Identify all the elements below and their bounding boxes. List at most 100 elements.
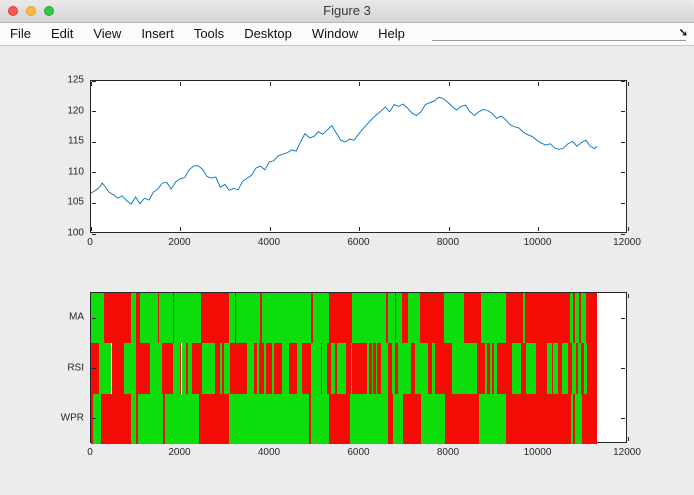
signal-segment-green xyxy=(246,343,255,394)
signal-segment-red xyxy=(386,293,388,344)
signal-segment-red xyxy=(260,293,262,344)
signal-segment-green xyxy=(159,293,173,344)
signal-segment-green xyxy=(480,293,506,344)
signal-segment-red xyxy=(476,343,485,394)
y-tick xyxy=(92,172,96,174)
signal-segment-green xyxy=(351,293,387,344)
signal-segment-red xyxy=(369,343,372,394)
signal-segment-red xyxy=(161,343,174,394)
x-tick-label: 0 xyxy=(87,447,93,458)
signal-row-rsi xyxy=(91,343,626,394)
signal-segment-red xyxy=(258,343,264,394)
signal-segment-red xyxy=(265,343,272,394)
signal-segment-red xyxy=(311,293,313,344)
signal-segment-red xyxy=(111,343,124,394)
close-button[interactable] xyxy=(8,6,18,16)
signal-segment-red xyxy=(463,293,481,344)
signal-segment-red xyxy=(578,293,581,344)
signal-segment-red xyxy=(586,343,598,394)
y-tick xyxy=(621,368,625,369)
signal-segment-red xyxy=(162,393,165,444)
x-tick xyxy=(359,82,360,86)
y-tick-label: 100 xyxy=(67,227,84,239)
x-tick-label: 10000 xyxy=(523,237,552,248)
signal-segment-red xyxy=(435,343,453,394)
signal-segment-red xyxy=(505,293,524,344)
signal-segment-green xyxy=(395,293,402,344)
signal-segment-red xyxy=(486,343,491,394)
signal-segment-green xyxy=(393,393,404,444)
signal-segment-red xyxy=(491,343,495,394)
x-tick xyxy=(538,227,539,231)
x-tick xyxy=(627,437,629,441)
x-tick xyxy=(448,82,450,86)
signal-segment-green xyxy=(173,293,201,344)
signal-segment-green xyxy=(562,343,568,394)
x-tick xyxy=(90,227,92,231)
row-label-rsi: RSI xyxy=(67,362,84,373)
signal-segment-green xyxy=(580,293,587,344)
signal-segment-green xyxy=(181,343,187,394)
signal-segment-green xyxy=(220,343,223,394)
signal-segment-green xyxy=(570,393,574,444)
zoom-button[interactable] xyxy=(44,6,54,16)
signal-segment-green xyxy=(312,293,329,344)
menu-item-help[interactable]: Help xyxy=(378,26,405,41)
menu-item-desktop[interactable]: Desktop xyxy=(244,26,292,41)
x-tick xyxy=(627,294,629,298)
signal-segment-red xyxy=(428,343,433,394)
y-tick-label: 115 xyxy=(68,135,84,147)
y-tick xyxy=(92,202,96,204)
x-tick xyxy=(448,227,450,231)
x-tick-label: 8000 xyxy=(436,447,460,458)
signal-segment-red xyxy=(274,343,283,394)
dock-arrow-icon[interactable]: ➘ xyxy=(678,27,688,39)
x-tick-label: 4000 xyxy=(257,447,281,458)
x-tick-label: 6000 xyxy=(347,447,370,458)
signal-segment-red xyxy=(289,343,298,394)
signal-segment-green xyxy=(187,343,192,394)
y-tick xyxy=(621,233,625,235)
signal-segment-green xyxy=(490,343,492,394)
x-tick xyxy=(538,82,539,86)
signal-segment-red xyxy=(135,293,141,344)
signal-segment-red xyxy=(388,343,392,394)
menu-item-view[interactable]: View xyxy=(93,26,122,41)
menu-item-file[interactable]: File xyxy=(10,26,31,41)
y-tick-label: 120 xyxy=(67,105,84,117)
signal-segment-red xyxy=(345,343,351,394)
menu-item-edit[interactable]: Edit xyxy=(50,26,74,41)
signal-segment-red xyxy=(191,343,202,394)
menu-item-window[interactable]: Window xyxy=(311,26,359,41)
signal-segment-red xyxy=(573,393,575,444)
y-tick xyxy=(621,141,625,143)
signal-segment-green xyxy=(263,343,266,394)
signal-segment-green xyxy=(526,343,537,394)
signal-segment-green xyxy=(432,343,436,394)
menu-item-insert[interactable]: Insert xyxy=(141,26,174,41)
x-tick xyxy=(180,227,181,231)
signal-segment-green xyxy=(577,343,581,394)
x-tick xyxy=(627,82,629,86)
minimize-button[interactable] xyxy=(26,6,36,16)
signal-segment-red xyxy=(557,343,563,394)
menu-underline xyxy=(432,40,686,41)
signal-row-wpr xyxy=(91,393,626,444)
menu-item-tools[interactable]: Tools xyxy=(193,26,225,41)
y-tick xyxy=(621,80,625,82)
window-title: Figure 3 xyxy=(323,3,371,18)
signal-segment-green xyxy=(479,393,506,444)
signal-segment-green xyxy=(523,293,525,344)
x-tick-label: 0 xyxy=(87,237,93,248)
signal-segment-red xyxy=(328,393,351,444)
signal-segment-green xyxy=(375,343,378,394)
signal-segment-red xyxy=(573,293,575,344)
y-tick xyxy=(621,202,625,204)
signal-segment-red xyxy=(157,293,160,344)
signal-segment-green xyxy=(140,293,158,344)
signal-segment-red xyxy=(444,393,480,444)
signal-segment-red xyxy=(309,393,312,444)
signal-segment-green xyxy=(173,343,180,394)
signal-segment-red xyxy=(401,293,409,344)
